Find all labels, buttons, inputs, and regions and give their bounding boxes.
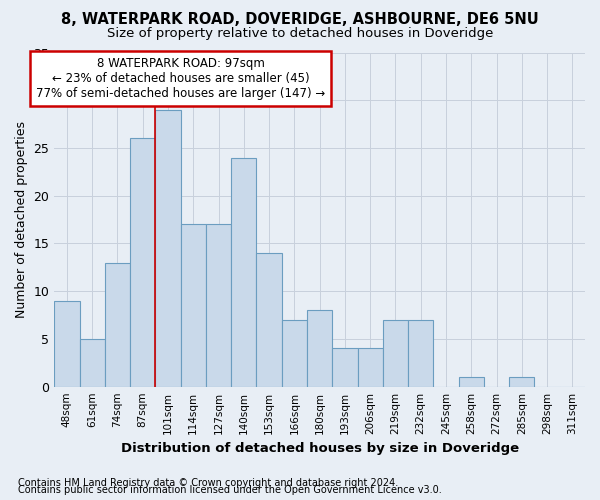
Text: Contains HM Land Registry data © Crown copyright and database right 2024.: Contains HM Land Registry data © Crown c… <box>18 478 398 488</box>
Text: 8, WATERPARK ROAD, DOVERIDGE, ASHBOURNE, DE6 5NU: 8, WATERPARK ROAD, DOVERIDGE, ASHBOURNE,… <box>61 12 539 28</box>
Bar <box>282 320 307 386</box>
Bar <box>54 300 80 386</box>
Y-axis label: Number of detached properties: Number of detached properties <box>15 121 28 318</box>
Bar <box>206 224 231 386</box>
Bar <box>231 158 256 386</box>
Bar <box>332 348 358 387</box>
Text: Contains public sector information licensed under the Open Government Licence v3: Contains public sector information licen… <box>18 485 442 495</box>
Bar <box>155 110 181 386</box>
Bar <box>130 138 155 386</box>
Bar <box>80 339 105 386</box>
Bar <box>509 377 535 386</box>
Bar <box>408 320 433 386</box>
Bar <box>383 320 408 386</box>
Bar <box>256 253 282 386</box>
Text: Size of property relative to detached houses in Doveridge: Size of property relative to detached ho… <box>107 28 493 40</box>
Bar <box>458 377 484 386</box>
Bar <box>181 224 206 386</box>
Bar <box>358 348 383 387</box>
Bar <box>105 262 130 386</box>
Bar <box>307 310 332 386</box>
X-axis label: Distribution of detached houses by size in Doveridge: Distribution of detached houses by size … <box>121 442 519 455</box>
Text: 8 WATERPARK ROAD: 97sqm
← 23% of detached houses are smaller (45)
77% of semi-de: 8 WATERPARK ROAD: 97sqm ← 23% of detache… <box>36 58 325 100</box>
